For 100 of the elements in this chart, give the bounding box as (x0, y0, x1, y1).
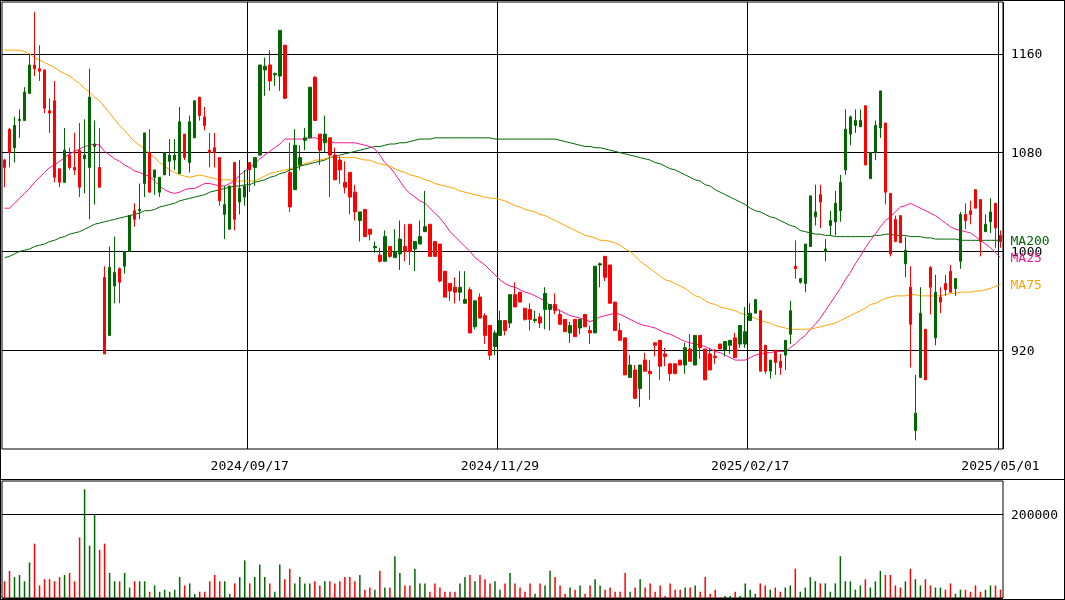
candlestick (934, 274, 937, 346)
candlestick (894, 215, 897, 243)
x-tick-label: 2025/02/17 (711, 458, 790, 473)
candlestick (248, 162, 251, 193)
candlestick (28, 54, 31, 94)
candlestick (18, 108, 21, 139)
candlestick (198, 96, 201, 122)
candlestick (914, 374, 917, 441)
candlestick (799, 278, 802, 285)
candlestick (458, 270, 462, 302)
candlestick (598, 262, 602, 288)
candlestick (718, 343, 722, 350)
candlestick (638, 364, 642, 408)
candlestick (824, 238, 827, 262)
candlestick (168, 138, 171, 177)
candlestick (283, 44, 287, 99)
candlestick (213, 132, 216, 168)
candlestick (153, 169, 156, 196)
x-tick-label: 2024/09/17 (210, 458, 289, 473)
candlestick (849, 115, 852, 146)
candlestick (233, 162, 236, 231)
candlestick (228, 185, 231, 230)
candlestick (178, 106, 181, 175)
candlestick (553, 292, 557, 315)
candlestick (108, 245, 111, 336)
candlestick (468, 286, 472, 334)
candlestick (573, 318, 577, 338)
candlestick (63, 127, 66, 183)
candlestick (979, 199, 982, 257)
candlestick (48, 97, 51, 134)
candlestick (288, 142, 292, 213)
candlestick (909, 265, 912, 368)
candlestick (989, 197, 992, 234)
candlestick (769, 359, 772, 380)
candlestick (974, 189, 977, 209)
candlestick (889, 192, 892, 257)
candlestick (463, 270, 467, 304)
candlestick (969, 200, 972, 225)
candlestick (423, 190, 427, 233)
candlestick (789, 300, 792, 345)
y-tick-label: 200000 (1011, 506, 1058, 522)
candlestick (8, 127, 11, 168)
candlestick (944, 274, 947, 297)
candlestick (103, 265, 106, 355)
candlestick (839, 174, 842, 223)
candlestick (859, 108, 862, 128)
candlestick (733, 332, 737, 359)
candlestick (123, 250, 126, 275)
candlestick (633, 364, 637, 399)
line-series (4, 49, 1001, 330)
candlestick (208, 132, 211, 168)
candlestick (683, 342, 687, 375)
y-tick-label: 1160 (1011, 46, 1043, 62)
candlestick (133, 202, 136, 228)
candlestick (68, 147, 71, 171)
candlestick (33, 11, 36, 77)
candlestick (814, 184, 817, 226)
candlestick (583, 313, 587, 328)
candlestick (373, 241, 377, 254)
candlestick (38, 44, 41, 82)
candlestick (774, 349, 777, 376)
candlestick (268, 49, 272, 92)
candlestick (939, 286, 942, 314)
candlestick (804, 243, 807, 293)
candlestick (188, 115, 191, 173)
candlestick (83, 118, 86, 194)
candlestick (984, 213, 987, 233)
candlestick (253, 157, 257, 187)
candlestick (113, 236, 116, 304)
candlestick (148, 128, 151, 193)
candlestick (588, 325, 592, 345)
candlestick (318, 133, 322, 166)
candlestick (13, 116, 16, 164)
candlestick (994, 202, 997, 249)
candlestick (383, 229, 387, 262)
candlestick (78, 122, 81, 198)
candlestick (693, 334, 697, 366)
candlestick (143, 132, 146, 198)
candlestick (748, 302, 752, 322)
candlestick (884, 122, 887, 206)
candlestick (834, 190, 837, 236)
candlestick (688, 333, 692, 362)
candlestick (628, 354, 632, 378)
candlestick (53, 80, 56, 183)
candlestick (809, 195, 812, 247)
candlestick (854, 108, 857, 134)
candlestick (88, 68, 91, 220)
candlestick (3, 158, 6, 188)
candlestick (203, 106, 206, 131)
candlestick (819, 184, 822, 229)
candlestick (118, 266, 121, 304)
candlestick (578, 318, 582, 335)
candlestick (879, 90, 882, 139)
candlestick (193, 100, 196, 139)
candlestick (764, 344, 767, 375)
x-tick-label: 2025/05/01 (961, 458, 1040, 473)
candlestick (388, 245, 392, 259)
candlestick (58, 168, 61, 188)
candlestick (98, 127, 101, 188)
candlestick (864, 105, 867, 166)
